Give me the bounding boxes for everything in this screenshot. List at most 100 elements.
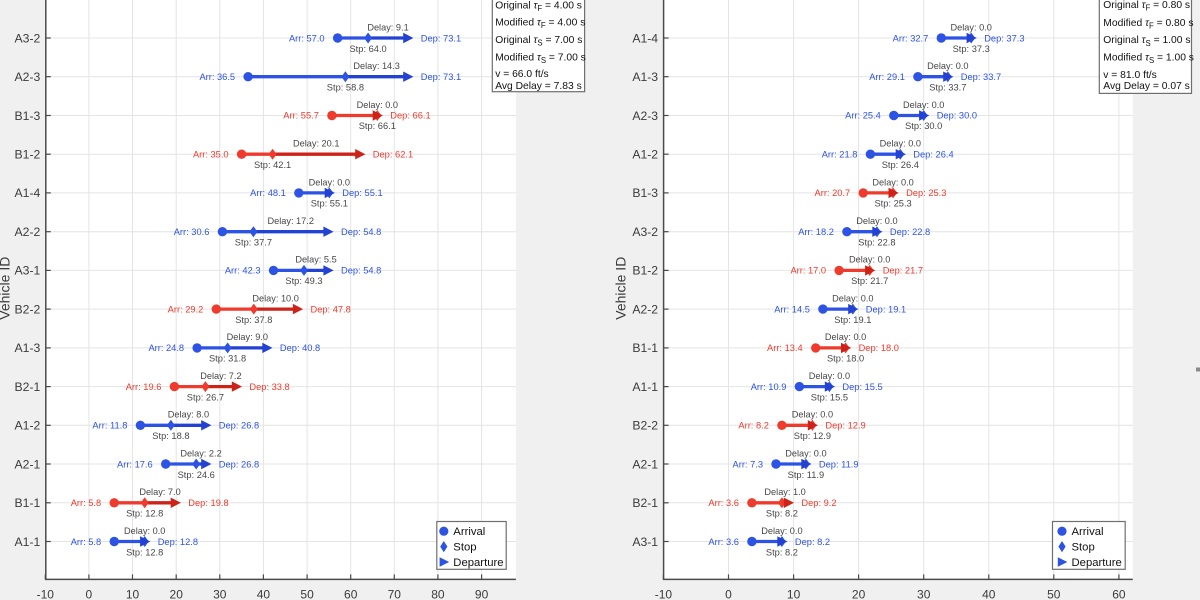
svg-text:0: 0 <box>725 587 732 600</box>
svg-text:Arr: 36.5: Arr: 36.5 <box>199 72 235 82</box>
svg-text:Stp: 33.7: Stp: 33.7 <box>929 83 966 93</box>
svg-text:Delay: 5.5: Delay: 5.5 <box>295 255 336 265</box>
svg-text:A1-1: A1-1 <box>632 380 658 394</box>
svg-text:Delay: 0.0: Delay: 0.0 <box>880 139 921 149</box>
svg-text:Stp: 37.3: Stp: 37.3 <box>953 44 990 54</box>
svg-text:Dep: 73.1: Dep: 73.1 <box>421 33 461 43</box>
svg-text:Stp: 55.1: Stp: 55.1 <box>311 199 348 209</box>
svg-text:Arr: 55.7: Arr: 55.7 <box>283 111 319 121</box>
svg-text:Delay: 7.0: Delay: 7.0 <box>139 487 180 497</box>
svg-text:Dep: 8.2: Dep: 8.2 <box>795 537 830 547</box>
svg-text:40: 40 <box>257 587 271 600</box>
svg-text:Arr: 18.2: Arr: 18.2 <box>798 227 834 237</box>
svg-text:Arr: 20.7: Arr: 20.7 <box>815 188 851 198</box>
svg-text:-10: -10 <box>37 587 55 600</box>
svg-text:Original τS = 7.00 s: Original τS = 7.00 s <box>495 35 582 48</box>
svg-text:-10: -10 <box>655 587 673 600</box>
svg-text:0: 0 <box>86 587 93 600</box>
svg-text:B2-1: B2-1 <box>632 496 658 510</box>
svg-text:Stp: 37.7: Stp: 37.7 <box>235 237 272 247</box>
svg-text:Arr: 17.6: Arr: 17.6 <box>117 459 153 469</box>
svg-text:A1-4: A1-4 <box>15 186 41 200</box>
svg-text:Dep: 37.3: Dep: 37.3 <box>984 33 1024 43</box>
svg-text:A3-1: A3-1 <box>632 535 658 549</box>
svg-text:Arr: 42.3: Arr: 42.3 <box>225 266 261 276</box>
svg-text:Modified τF = 4.00 s: Modified τF = 4.00 s <box>495 18 585 31</box>
svg-text:Departure: Departure <box>1072 557 1122 569</box>
svg-text:Delay: 0.0: Delay: 0.0 <box>832 294 873 304</box>
svg-text:Arr: 32.7: Arr: 32.7 <box>893 33 929 43</box>
svg-text:Delay: 8.0: Delay: 8.0 <box>168 410 209 420</box>
svg-text:30: 30 <box>213 587 227 600</box>
svg-text:A3-1: A3-1 <box>15 264 41 278</box>
svg-text:A2-2: A2-2 <box>632 302 658 316</box>
svg-text:v = 66.0 ft/s: v = 66.0 ft/s <box>495 69 549 80</box>
svg-text:60: 60 <box>344 587 358 600</box>
svg-text:Stp: 49.3: Stp: 49.3 <box>285 276 322 286</box>
svg-text:Dep: 19.8: Dep: 19.8 <box>188 498 228 508</box>
svg-text:Modified τS = 7.00 s: Modified τS = 7.00 s <box>495 52 586 65</box>
svg-text:Dep: 19.1: Dep: 19.1 <box>866 304 906 314</box>
svg-text:Stop: Stop <box>453 542 476 554</box>
svg-text:Arr: 11.8: Arr: 11.8 <box>92 421 127 431</box>
svg-text:30: 30 <box>917 587 931 600</box>
svg-text:A2-2: A2-2 <box>15 225 41 239</box>
svg-text:Modified τS = 1.00 s: Modified τS = 1.00 s <box>1103 53 1194 66</box>
svg-text:40: 40 <box>982 587 996 600</box>
svg-text:Dep: 11.9: Dep: 11.9 <box>819 459 859 469</box>
svg-text:Delay: 14.3: Delay: 14.3 <box>353 61 399 71</box>
svg-text:Dep: 33.8: Dep: 33.8 <box>249 382 289 392</box>
svg-text:Stp: 24.6: Stp: 24.6 <box>178 470 215 480</box>
svg-text:Dep: 33.7: Dep: 33.7 <box>961 72 1001 82</box>
svg-text:Stp: 18.0: Stp: 18.0 <box>827 354 864 364</box>
svg-text:Arr: 3.6: Arr: 3.6 <box>708 498 738 508</box>
svg-text:Arr: 10.9: Arr: 10.9 <box>751 382 787 392</box>
svg-text:Delay: 0.0: Delay: 0.0 <box>903 100 944 110</box>
svg-text:Stp: 42.1: Stp: 42.1 <box>254 160 291 170</box>
svg-text:B1-3: B1-3 <box>15 109 41 123</box>
svg-text:Dep: 62.1: Dep: 62.1 <box>373 150 413 160</box>
svg-text:B1-2: B1-2 <box>632 264 658 278</box>
svg-text:Delay: 20.1: Delay: 20.1 <box>293 139 339 149</box>
svg-text:Delay: 0.0: Delay: 0.0 <box>785 448 826 458</box>
svg-text:Stp: 19.1: Stp: 19.1 <box>834 315 871 325</box>
svg-text:Dep: 12.8: Dep: 12.8 <box>158 537 198 547</box>
svg-text:Departure: Departure <box>453 557 503 569</box>
svg-text:Stp: 66.1: Stp: 66.1 <box>359 121 396 131</box>
svg-text:Delay: 0.0: Delay: 0.0 <box>825 332 866 342</box>
svg-text:Stp: 26.7: Stp: 26.7 <box>187 392 224 402</box>
svg-text:Arr: 29.2: Arr: 29.2 <box>168 304 204 314</box>
svg-text:Stp: 15.5: Stp: 15.5 <box>811 392 848 402</box>
svg-text:Dep: 26.4: Dep: 26.4 <box>913 150 953 160</box>
svg-text:B1-1: B1-1 <box>15 496 41 510</box>
svg-text:Modified τF = 0.80 s: Modified τF = 0.80 s <box>1103 18 1193 31</box>
svg-text:Stp: 64.0: Stp: 64.0 <box>349 44 386 54</box>
svg-text:Delay: 0.0: Delay: 0.0 <box>809 371 850 381</box>
svg-text:Stp: 31.8: Stp: 31.8 <box>209 354 246 364</box>
svg-text:Delay: 9.1: Delay: 9.1 <box>367 22 408 32</box>
svg-text:Dep: 15.5: Dep: 15.5 <box>842 382 882 392</box>
svg-text:A3-2: A3-2 <box>632 225 658 239</box>
svg-text:Arr: 17.0: Arr: 17.0 <box>790 266 826 276</box>
svg-text:Arr: 25.4: Arr: 25.4 <box>845 111 881 121</box>
svg-text:Delay: 17.2: Delay: 17.2 <box>267 216 313 226</box>
svg-text:Arr: 30.6: Arr: 30.6 <box>174 227 210 237</box>
svg-text:Stp: 12.8: Stp: 12.8 <box>126 509 163 519</box>
svg-text:Delay: 0.0: Delay: 0.0 <box>849 255 890 265</box>
svg-text:Arr: 5.8: Arr: 5.8 <box>71 537 101 547</box>
svg-text:Dep: 22.8: Dep: 22.8 <box>890 227 930 237</box>
svg-text:Dep: 47.8: Dep: 47.8 <box>311 304 351 314</box>
svg-text:50: 50 <box>1047 587 1061 600</box>
svg-text:Delay: 10.0: Delay: 10.0 <box>252 294 298 304</box>
svg-text:Dep: 21.7: Dep: 21.7 <box>883 266 923 276</box>
svg-text:Dep: 18.0: Dep: 18.0 <box>859 343 899 353</box>
svg-text:Delay: 0.0: Delay: 0.0 <box>357 100 398 110</box>
svg-text:Stp: 12.8: Stp: 12.8 <box>126 547 163 557</box>
svg-text:Dep: 66.1: Dep: 66.1 <box>390 111 430 121</box>
svg-text:A1-3: A1-3 <box>15 341 41 355</box>
svg-text:A1-4: A1-4 <box>632 31 658 45</box>
svg-text:Arr: 3.6: Arr: 3.6 <box>708 537 738 547</box>
svg-text:Stp: 26.4: Stp: 26.4 <box>882 160 919 170</box>
svg-text:Stop: Stop <box>1072 542 1095 554</box>
svg-text:Original τF = 0.80 s: Original τF = 0.80 s <box>1103 0 1190 13</box>
